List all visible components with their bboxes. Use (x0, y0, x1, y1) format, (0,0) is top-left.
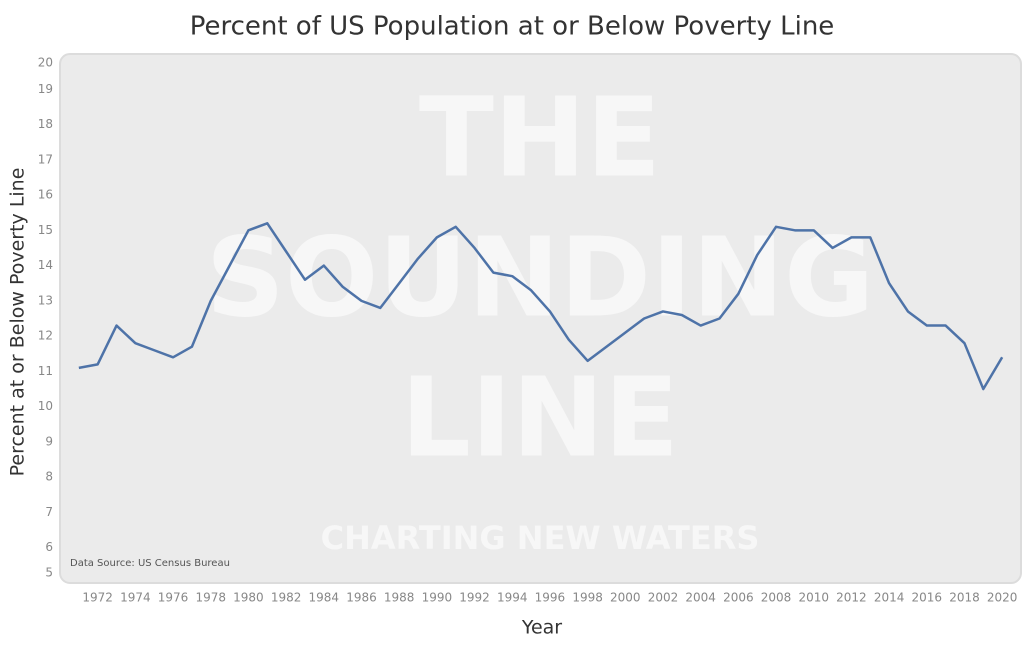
y-tick-label: 12 (38, 329, 53, 343)
watermark-text: THE (419, 73, 661, 201)
x-tick-label: 2018 (949, 591, 980, 605)
y-tick-label: 15 (38, 223, 53, 237)
x-tick-label: 1992 (459, 591, 490, 605)
y-tick-label: 7 (45, 505, 53, 519)
x-tick-label: 1996 (535, 591, 566, 605)
x-tick-label: 1978 (195, 591, 226, 605)
watermark-text: LINE (401, 353, 679, 481)
y-tick-label: 5 (45, 566, 53, 580)
x-tick-label: 2008 (761, 591, 792, 605)
x-tick-label: 2016 (912, 591, 943, 605)
x-axis-label: Year (521, 617, 562, 639)
x-tick-label: 1984 (309, 591, 340, 605)
chart-title: Percent of US Population at or Below Pov… (190, 12, 835, 42)
x-tick-label: 2020 (987, 591, 1018, 605)
x-tick-label: 2010 (798, 591, 829, 605)
y-tick-label: 8 (45, 470, 53, 484)
x-tick-label: 1982 (271, 591, 302, 605)
x-tick-label: 2014 (874, 591, 905, 605)
x-tick-label: 2002 (648, 591, 679, 605)
data-line (78, 222, 1004, 391)
x-tick-label: 1974 (120, 591, 151, 605)
y-tick-label: 17 (38, 152, 53, 166)
x-tick-label: 2000 (610, 591, 641, 605)
x-tick-label: 1998 (572, 591, 603, 605)
y-tick-label: 10 (38, 399, 53, 413)
y-axis-label: Percent at or Below Poverty Line (7, 168, 29, 477)
x-tick-label: 2006 (723, 591, 754, 605)
x-tick-label: 1986 (346, 591, 377, 605)
x-tick-label: 1972 (82, 591, 113, 605)
y-tick-label: 9 (45, 434, 53, 448)
y-tick-label: 18 (38, 117, 53, 131)
x-tick-label: 1976 (158, 591, 189, 605)
x-tick-label: 1988 (384, 591, 415, 605)
annotation: Data Source: US Census Bureau (70, 558, 230, 569)
x-tick-label: 1994 (497, 591, 528, 605)
x-tick-label: 1980 (233, 591, 264, 605)
watermark: THE SOUNDING LINE CHARTING NEW WATERS (206, 73, 875, 557)
x-tick-label: 2012 (836, 591, 867, 605)
y-tick-label: 16 (38, 188, 53, 202)
x-tick-label: 1990 (422, 591, 453, 605)
y-tick-label: 20 (38, 56, 53, 70)
y-tick-label: 6 (45, 540, 53, 554)
y-tick-label: 13 (38, 293, 53, 307)
plot-background (59, 53, 1022, 584)
watermark-text: SOUNDING (206, 213, 875, 341)
x-tick-label: 2004 (685, 591, 716, 605)
watermark-text: CHARTING NEW WATERS (321, 519, 760, 557)
y-tick-label: 14 (38, 258, 53, 272)
y-tick-label: 11 (38, 364, 53, 378)
y-tick-label: 19 (38, 82, 53, 96)
